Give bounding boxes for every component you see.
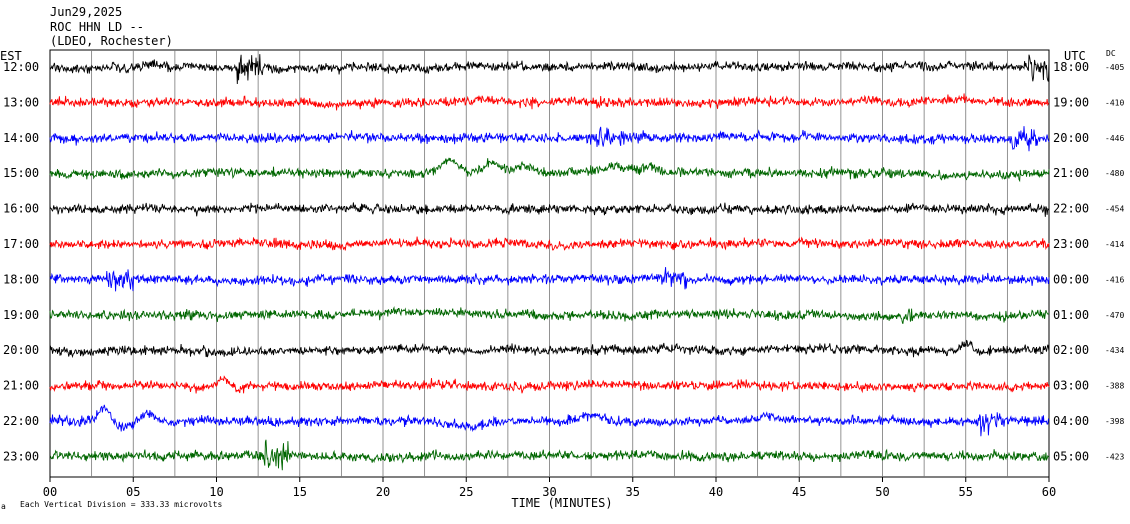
- x-tick-label: 55: [959, 485, 973, 499]
- utc-hour-label: 20:00: [1053, 131, 1089, 145]
- x-tick-label: 50: [875, 485, 889, 499]
- dc-column-title: DC: [1106, 49, 1116, 58]
- scale-note: Each Vertical Division = 333.33 microvol…: [20, 500, 222, 509]
- dc-offset-label: -434: [1105, 346, 1124, 355]
- hour-labels: 12:00 18:00 -405 13:00 19:00 -410 14:00 20:00 -4…: [3, 60, 1124, 463]
- est-hour-label: 18:00: [3, 272, 39, 286]
- est-hour-label: 23:00: [3, 449, 39, 463]
- est-hour-label: 15:00: [3, 166, 39, 180]
- utc-hour-label: 03:00: [1053, 379, 1089, 393]
- x-tick-label: 10: [209, 485, 223, 499]
- x-tick-label: 45: [792, 485, 806, 499]
- dc-offset-label: -454: [1105, 205, 1124, 214]
- x-tick-label: 00: [43, 485, 57, 499]
- utc-hour-label: 02:00: [1053, 343, 1089, 357]
- est-hour-label: 14:00: [3, 131, 39, 145]
- dc-offset-label: -416: [1105, 275, 1124, 284]
- trace-line: [49, 54, 1050, 85]
- utc-hour-label: 22:00: [1053, 202, 1089, 216]
- dc-offset-label: -388: [1105, 382, 1124, 391]
- station-code: ROC HHN LD --: [50, 20, 144, 34]
- trace-line: [49, 157, 1050, 183]
- x-axis-title: TIME (MINUTES): [511, 496, 612, 510]
- trace-line: [49, 202, 1050, 217]
- trace-line: [49, 439, 1050, 471]
- time-gridlines: [91, 50, 1008, 477]
- utc-hour-label: 23:00: [1053, 237, 1089, 251]
- utc-hour-label: 05:00: [1053, 449, 1089, 463]
- est-hour-label: 21:00: [3, 379, 39, 393]
- utc-axis-title: UTC: [1064, 49, 1086, 63]
- dc-offset-label: -414: [1105, 240, 1124, 249]
- est-hour-label: 12:00: [3, 60, 39, 74]
- utc-hour-label: 04:00: [1053, 414, 1089, 428]
- x-tick-label: 40: [709, 485, 723, 499]
- x-tick-label: 05: [126, 485, 140, 499]
- est-hour-label: 22:00: [3, 414, 39, 428]
- est-axis-title: EST: [0, 49, 22, 63]
- trace-line: [49, 267, 1050, 292]
- network-name: (LDEO, Rochester): [50, 34, 173, 48]
- x-tick-label: 35: [626, 485, 640, 499]
- est-hour-label: 17:00: [3, 237, 39, 251]
- est-hour-label: 19:00: [3, 308, 39, 322]
- footer-mark: a: [1, 502, 6, 511]
- utc-hour-label: 00:00: [1053, 272, 1089, 286]
- est-hour-label: 20:00: [3, 343, 39, 357]
- trace-line: [49, 236, 1050, 251]
- trace-line: [49, 339, 1050, 359]
- x-tick-label: 60: [1042, 485, 1056, 499]
- dc-offset-label: -470: [1105, 311, 1124, 320]
- trace-line: [49, 93, 1050, 111]
- dc-offset-label: -423: [1105, 452, 1124, 461]
- x-tick-label: 20: [376, 485, 390, 499]
- seismic-traces: [49, 54, 1050, 471]
- est-hour-label: 16:00: [3, 202, 39, 216]
- utc-hour-label: 18:00: [1053, 60, 1089, 74]
- x-tick-label: 30: [542, 485, 556, 499]
- x-tick-label: 15: [293, 485, 307, 499]
- trace-line: [49, 375, 1050, 394]
- utc-hour-label: 21:00: [1053, 166, 1089, 180]
- utc-hour-label: 19:00: [1053, 95, 1089, 109]
- time-axis-ticks: 00 05 10 15 20 25 30 35 40 45 50 55 60: [43, 477, 1056, 499]
- dc-offset-label: -446: [1105, 134, 1124, 143]
- est-hour-label: 13:00: [3, 95, 39, 109]
- x-tick-label: 25: [459, 485, 473, 499]
- utc-hour-label: 01:00: [1053, 308, 1089, 322]
- trace-line: [49, 305, 1050, 324]
- dc-offset-label: -405: [1105, 63, 1124, 72]
- trace-line: [49, 126, 1050, 152]
- trace-line: [49, 404, 1050, 437]
- dc-offset-label: -480: [1105, 169, 1124, 178]
- dc-offset-label: -398: [1105, 417, 1124, 426]
- record-date: Jun29,2025: [50, 5, 122, 19]
- dc-offset-label: -410: [1105, 98, 1124, 107]
